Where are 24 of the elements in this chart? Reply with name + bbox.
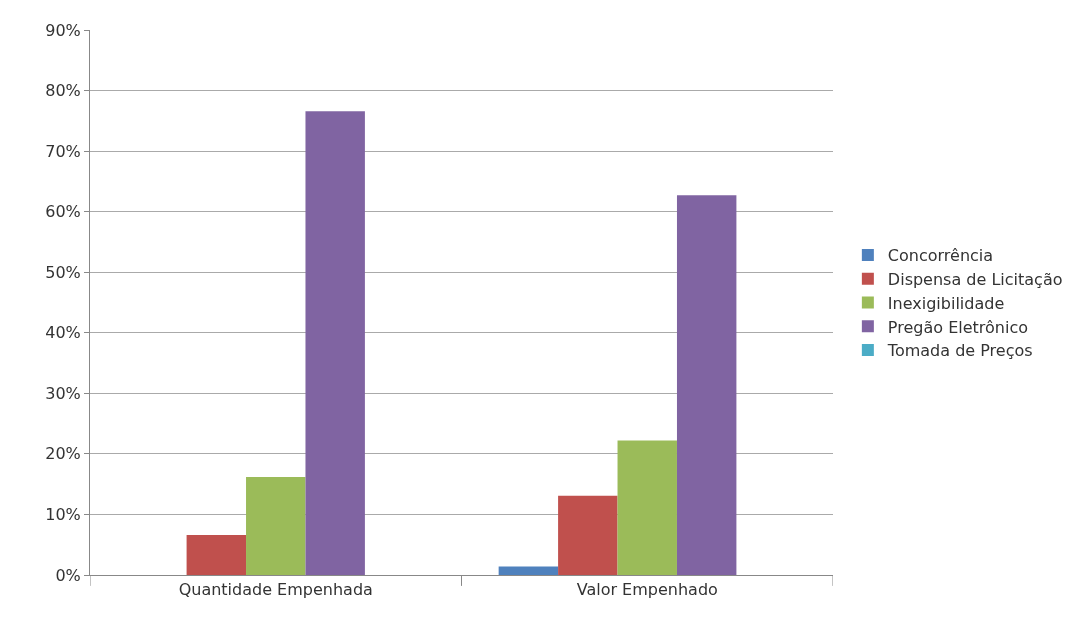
legend-label: Tomada de Preços (886, 341, 1033, 361)
y-tick-label: 10% (45, 505, 81, 525)
bar (246, 476, 306, 575)
y-tick-label: 80% (45, 81, 81, 101)
y-tick-label: 0% (55, 565, 81, 585)
x-tick-label: Quantidade Empenhada (178, 580, 373, 600)
legend-label: Inexigibilidade (887, 293, 1005, 313)
legend-label: Concorrência (887, 246, 994, 266)
legend-label: Pregão Eletrônico (887, 317, 1028, 337)
y-tick-label: 30% (45, 383, 81, 403)
y-tick-label: 90% (45, 20, 81, 40)
bar (305, 111, 365, 575)
bar (676, 195, 737, 575)
y-tick-label: 60% (45, 202, 81, 222)
x-tick-label: Valor Empenhado (576, 580, 718, 600)
bar (558, 495, 618, 575)
y-tick-label: 70% (45, 141, 81, 161)
y-tick-label: 50% (45, 262, 81, 282)
legend-label: Dispensa de Licitação (887, 269, 1063, 289)
bar (186, 535, 247, 575)
y-tick-label: 20% (45, 444, 81, 464)
bar (617, 440, 677, 575)
bar (498, 566, 559, 575)
y-tick-label: 40% (45, 323, 81, 343)
